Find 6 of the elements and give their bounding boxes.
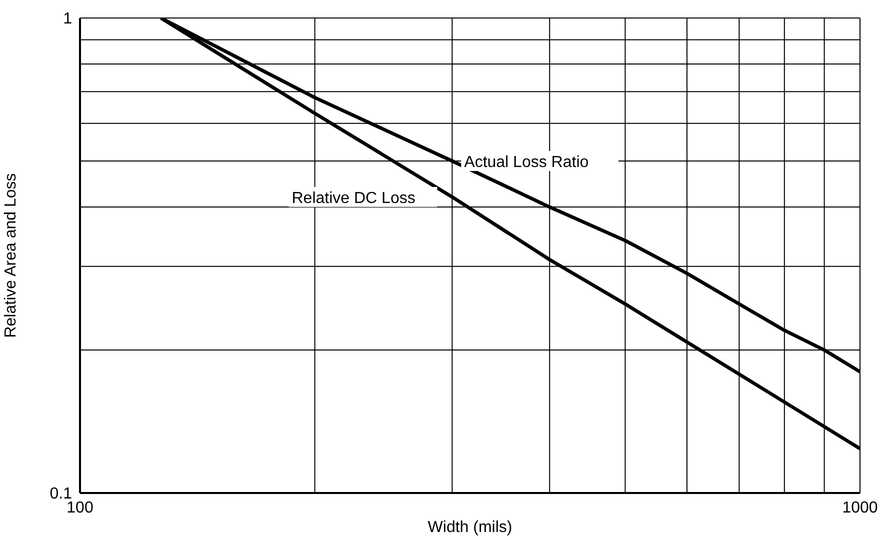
series-label: Actual Loss Ratio [464, 154, 589, 171]
x-axis-title: Width (mils) [428, 519, 512, 536]
y-tick-label: 1 [63, 10, 72, 28]
x-tick-label: 1000 [842, 499, 878, 516]
series-label: Relative DC Loss [292, 190, 416, 207]
y-axis-title: Relative Area and Loss [2, 173, 20, 338]
